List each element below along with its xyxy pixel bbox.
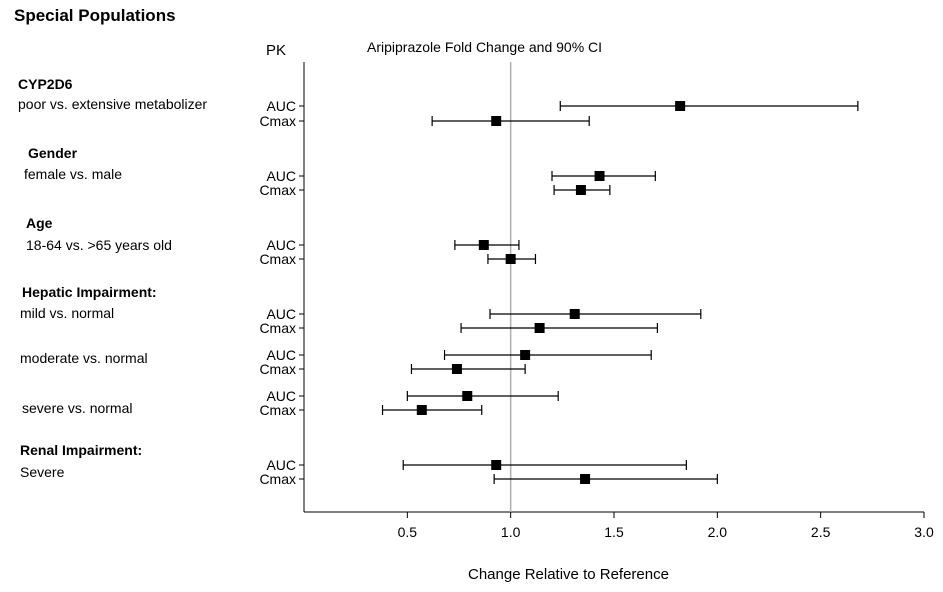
- metric-label: Cmax: [259, 402, 296, 418]
- group-label-cyp2d6: CYP2D6: [18, 76, 73, 92]
- metric-label: AUC: [266, 237, 296, 253]
- metric-label: AUC: [266, 98, 296, 114]
- point-estimate: [594, 171, 605, 181]
- point-estimate: [569, 309, 580, 319]
- metric-label: AUC: [266, 457, 296, 473]
- point-estimate: [575, 185, 586, 195]
- x-tick-label: 1.0: [501, 524, 521, 540]
- group-sub-renal: Severe: [20, 464, 65, 480]
- x-tick-label: 0.5: [398, 524, 418, 540]
- metric-label: Cmax: [259, 361, 296, 377]
- chart-title: Aripiprazole Fold Change and 90% CI: [367, 39, 603, 55]
- group-label-renal: Renal Impairment:: [20, 442, 143, 458]
- metric-label: Cmax: [259, 320, 296, 336]
- point-estimate: [478, 240, 489, 250]
- group-sub-hepatic-mild: mild vs. normal: [20, 305, 115, 321]
- group-label-age: Age: [26, 215, 53, 231]
- point-estimate: [491, 460, 502, 470]
- page-title: Special Populations: [14, 6, 176, 25]
- group-sub-cyp2d6: poor vs. extensive metabolizer: [18, 96, 208, 112]
- group-label-gender: Gender: [28, 145, 78, 161]
- x-tick-label: 3.0: [914, 524, 934, 540]
- group-sub-gender: female vs. male: [24, 166, 123, 182]
- metric-label: Cmax: [259, 251, 296, 267]
- point-estimate: [675, 101, 686, 111]
- point-estimate: [462, 391, 473, 401]
- metric-label: AUC: [266, 388, 296, 404]
- group-sub-hepatic-severe: severe vs. normal: [22, 400, 133, 416]
- point-estimate: [520, 350, 531, 360]
- metric-label: Cmax: [259, 113, 296, 129]
- point-estimate: [534, 323, 545, 333]
- pk-header: PK: [266, 42, 287, 59]
- group-label-hepatic: Hepatic Impairment:: [22, 284, 157, 300]
- group-sub-hepatic-moderate: moderate vs. normal: [20, 350, 148, 366]
- point-estimate: [580, 474, 591, 484]
- point-estimate: [416, 405, 427, 415]
- x-tick-label: 1.5: [604, 524, 624, 540]
- point-estimate: [505, 254, 516, 264]
- metric-label: AUC: [266, 347, 296, 363]
- metric-label: Cmax: [259, 471, 296, 487]
- point-estimate: [491, 116, 502, 126]
- metric-label: Cmax: [259, 182, 296, 198]
- metric-label: AUC: [266, 168, 296, 184]
- x-tick-label: 2.5: [811, 524, 831, 540]
- x-tick-label: 2.0: [708, 524, 728, 540]
- point-estimate: [451, 364, 462, 374]
- x-axis-label: Change Relative to Reference: [468, 566, 669, 583]
- group-sub-age: 18-64 vs. >65 years old: [26, 237, 172, 253]
- metric-label: AUC: [266, 306, 296, 322]
